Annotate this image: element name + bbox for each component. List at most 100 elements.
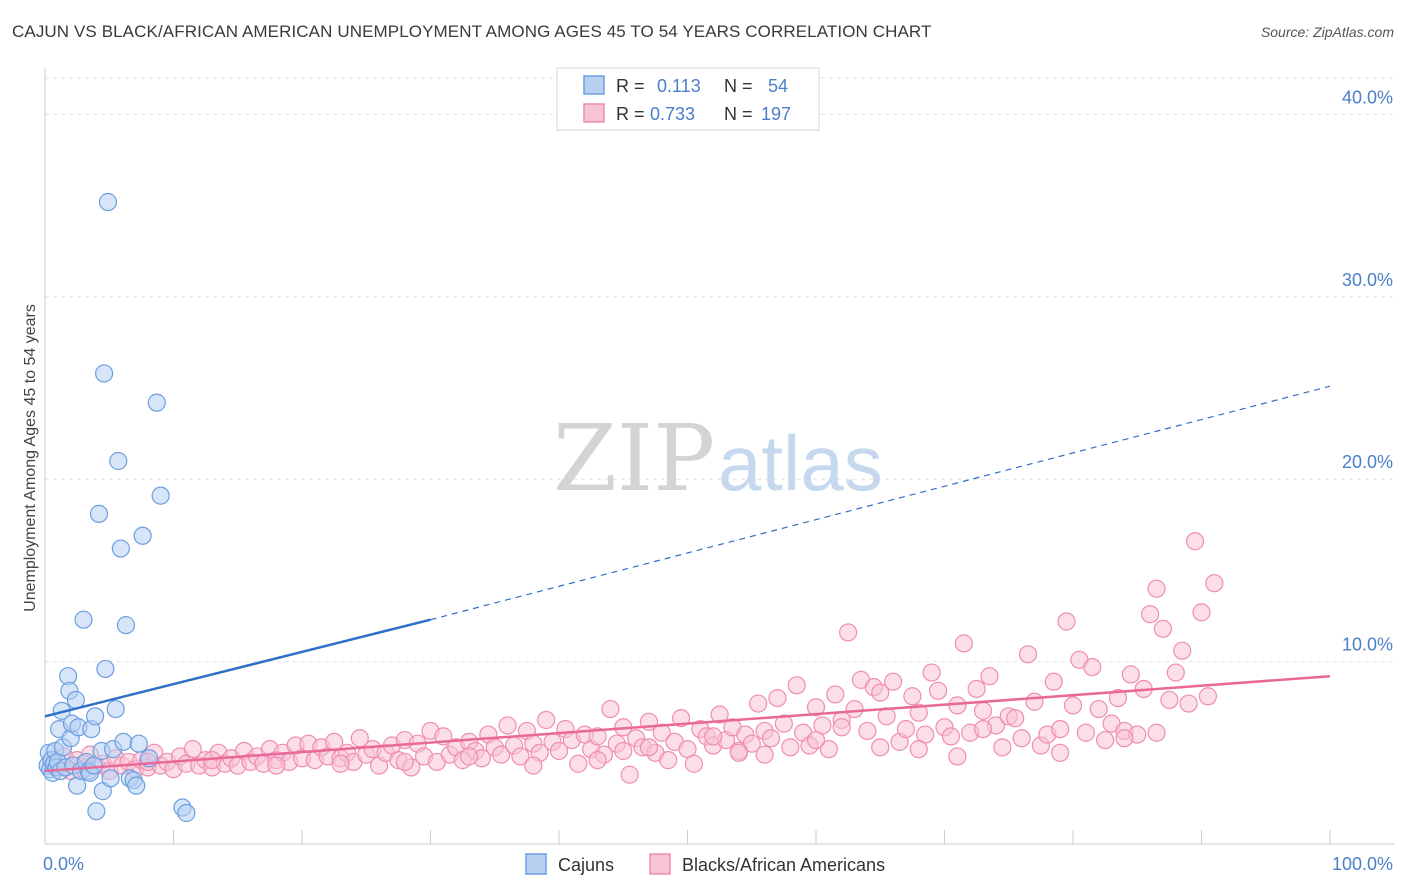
legend-r-value-1: 0.113 (657, 76, 701, 96)
legend-r-label-1: R = (616, 76, 645, 96)
point-cajuns-29 (86, 707, 105, 726)
point-blacks-133 (896, 719, 916, 739)
point-blacks-193 (395, 752, 414, 772)
bottom-legend-cajuns: Cajuns (558, 855, 614, 875)
point-blacks-161 (1076, 723, 1095, 742)
point-blacks-180 (1198, 687, 1218, 706)
point-cajuns-30 (87, 802, 106, 821)
trend-blacks (44, 674, 1331, 773)
point-blacks-184 (909, 740, 928, 759)
trend-lines (44, 385, 1331, 773)
point-cajuns-46 (127, 776, 146, 795)
axes (44, 68, 1395, 845)
x-tick-label-min: 0.0% (43, 854, 84, 874)
point-blacks-90 (620, 765, 639, 784)
point-blacks-195 (267, 756, 286, 775)
point-blacks-168 (1121, 665, 1140, 684)
point-blacks-131 (883, 672, 903, 691)
grid-lines (45, 77, 1395, 663)
point-cajuns-37 (101, 769, 120, 788)
source-label: Source: ZipAtlas.com (1260, 24, 1394, 40)
point-blacks-121 (819, 740, 838, 759)
bottom-swatch-cajuns (525, 853, 547, 875)
point-blacks-194 (331, 754, 350, 773)
point-blacks-116 (787, 676, 806, 695)
point-blacks-146 (980, 667, 999, 686)
point-blacks-134 (903, 687, 922, 706)
point-blacks-122 (826, 685, 845, 704)
legend-n-value-2: 197 (761, 104, 791, 124)
point-blacks-113 (768, 688, 787, 708)
point-blacks-125 (845, 699, 864, 719)
correlation-legend: R = 0.113 N = 54 R = 0.733 N = 197 (556, 67, 820, 131)
point-blacks-98 (671, 709, 691, 728)
point-blacks-199 (1051, 743, 1070, 762)
point-blacks-200 (1147, 723, 1166, 742)
point-blacks-157 (1051, 719, 1070, 739)
point-blacks-186 (806, 730, 826, 750)
series-blacks-points (42, 532, 1224, 784)
point-blacks-151 (1012, 729, 1031, 748)
point-blacks-204 (614, 741, 633, 761)
point-blacks-188 (704, 727, 723, 746)
point-blacks-115 (781, 738, 800, 757)
point-blacks-174 (1160, 690, 1179, 710)
point-blacks-190 (588, 751, 607, 770)
point-blacks-22 (183, 740, 202, 759)
point-blacks-201 (948, 747, 967, 766)
legend-n-value-1: 54 (768, 76, 788, 96)
point-cajuns-48 (133, 526, 152, 545)
point-blacks-129 (871, 738, 890, 757)
point-cajuns-23 (74, 610, 93, 629)
point-blacks-175 (1166, 663, 1185, 682)
point-blacks-109 (742, 734, 761, 753)
point-blacks-192 (459, 747, 479, 766)
point-blacks-96 (659, 751, 678, 770)
point-blacks-156 (1044, 672, 1063, 691)
legend-n-label-1: N = (724, 76, 753, 96)
trend-cajuns-solid (44, 618, 431, 718)
y-tick-label-30: 30.0% (1342, 270, 1393, 290)
point-blacks-73 (511, 747, 530, 766)
point-blacks-183 (973, 719, 993, 739)
point-blacks-152 (1018, 645, 1038, 664)
point-blacks-82 (569, 754, 588, 773)
point-blacks-171 (1140, 605, 1160, 624)
point-blacks-182 (1115, 729, 1134, 748)
series-legend: Cajuns Blacks/African Americans (525, 853, 885, 875)
point-blacks-179 (1192, 603, 1211, 622)
point-blacks-185 (871, 683, 890, 702)
y-tick-label-10: 10.0% (1342, 635, 1393, 655)
point-blacks-187 (755, 745, 774, 764)
point-blacks-110 (749, 694, 768, 713)
point-blacks-162 (1083, 657, 1102, 677)
point-blacks-127 (858, 721, 877, 741)
point-blacks-178 (1185, 532, 1205, 551)
point-blacks-135 (909, 703, 928, 722)
legend-r-label-2: R = (616, 104, 645, 124)
bottom-legend-blacks: Blacks/African Americans (682, 855, 885, 875)
y-tick-labels: 10.0% 20.0% 30.0% 40.0% (1342, 87, 1393, 654)
point-blacks-202 (832, 718, 851, 737)
point-blacks-150 (1006, 709, 1025, 728)
y-tick-label-20: 20.0% (1342, 452, 1393, 472)
point-blacks-203 (729, 743, 749, 762)
point-blacks-112 (761, 729, 781, 748)
point-blacks-79 (549, 741, 569, 761)
point-blacks-159 (1063, 696, 1083, 715)
point-cajuns-39 (106, 699, 125, 719)
trend-cajuns-dashed (430, 385, 1331, 621)
point-blacks-145 (973, 701, 993, 720)
point-cajuns-53 (177, 803, 196, 823)
point-blacks-77 (537, 710, 556, 730)
point-blacks-172 (1147, 579, 1166, 598)
point-cajuns-51 (151, 486, 170, 505)
x-tick-label-max: 100.0% (1332, 854, 1393, 874)
point-cajuns-41 (111, 539, 130, 558)
y-axis-title: Unemployment Among Ages 45 to 54 years (22, 304, 39, 612)
point-blacks-163 (1089, 699, 1108, 719)
point-blacks-166 (1108, 688, 1128, 708)
bottom-swatch-blacks (649, 853, 671, 875)
point-blacks-177 (1179, 694, 1198, 713)
